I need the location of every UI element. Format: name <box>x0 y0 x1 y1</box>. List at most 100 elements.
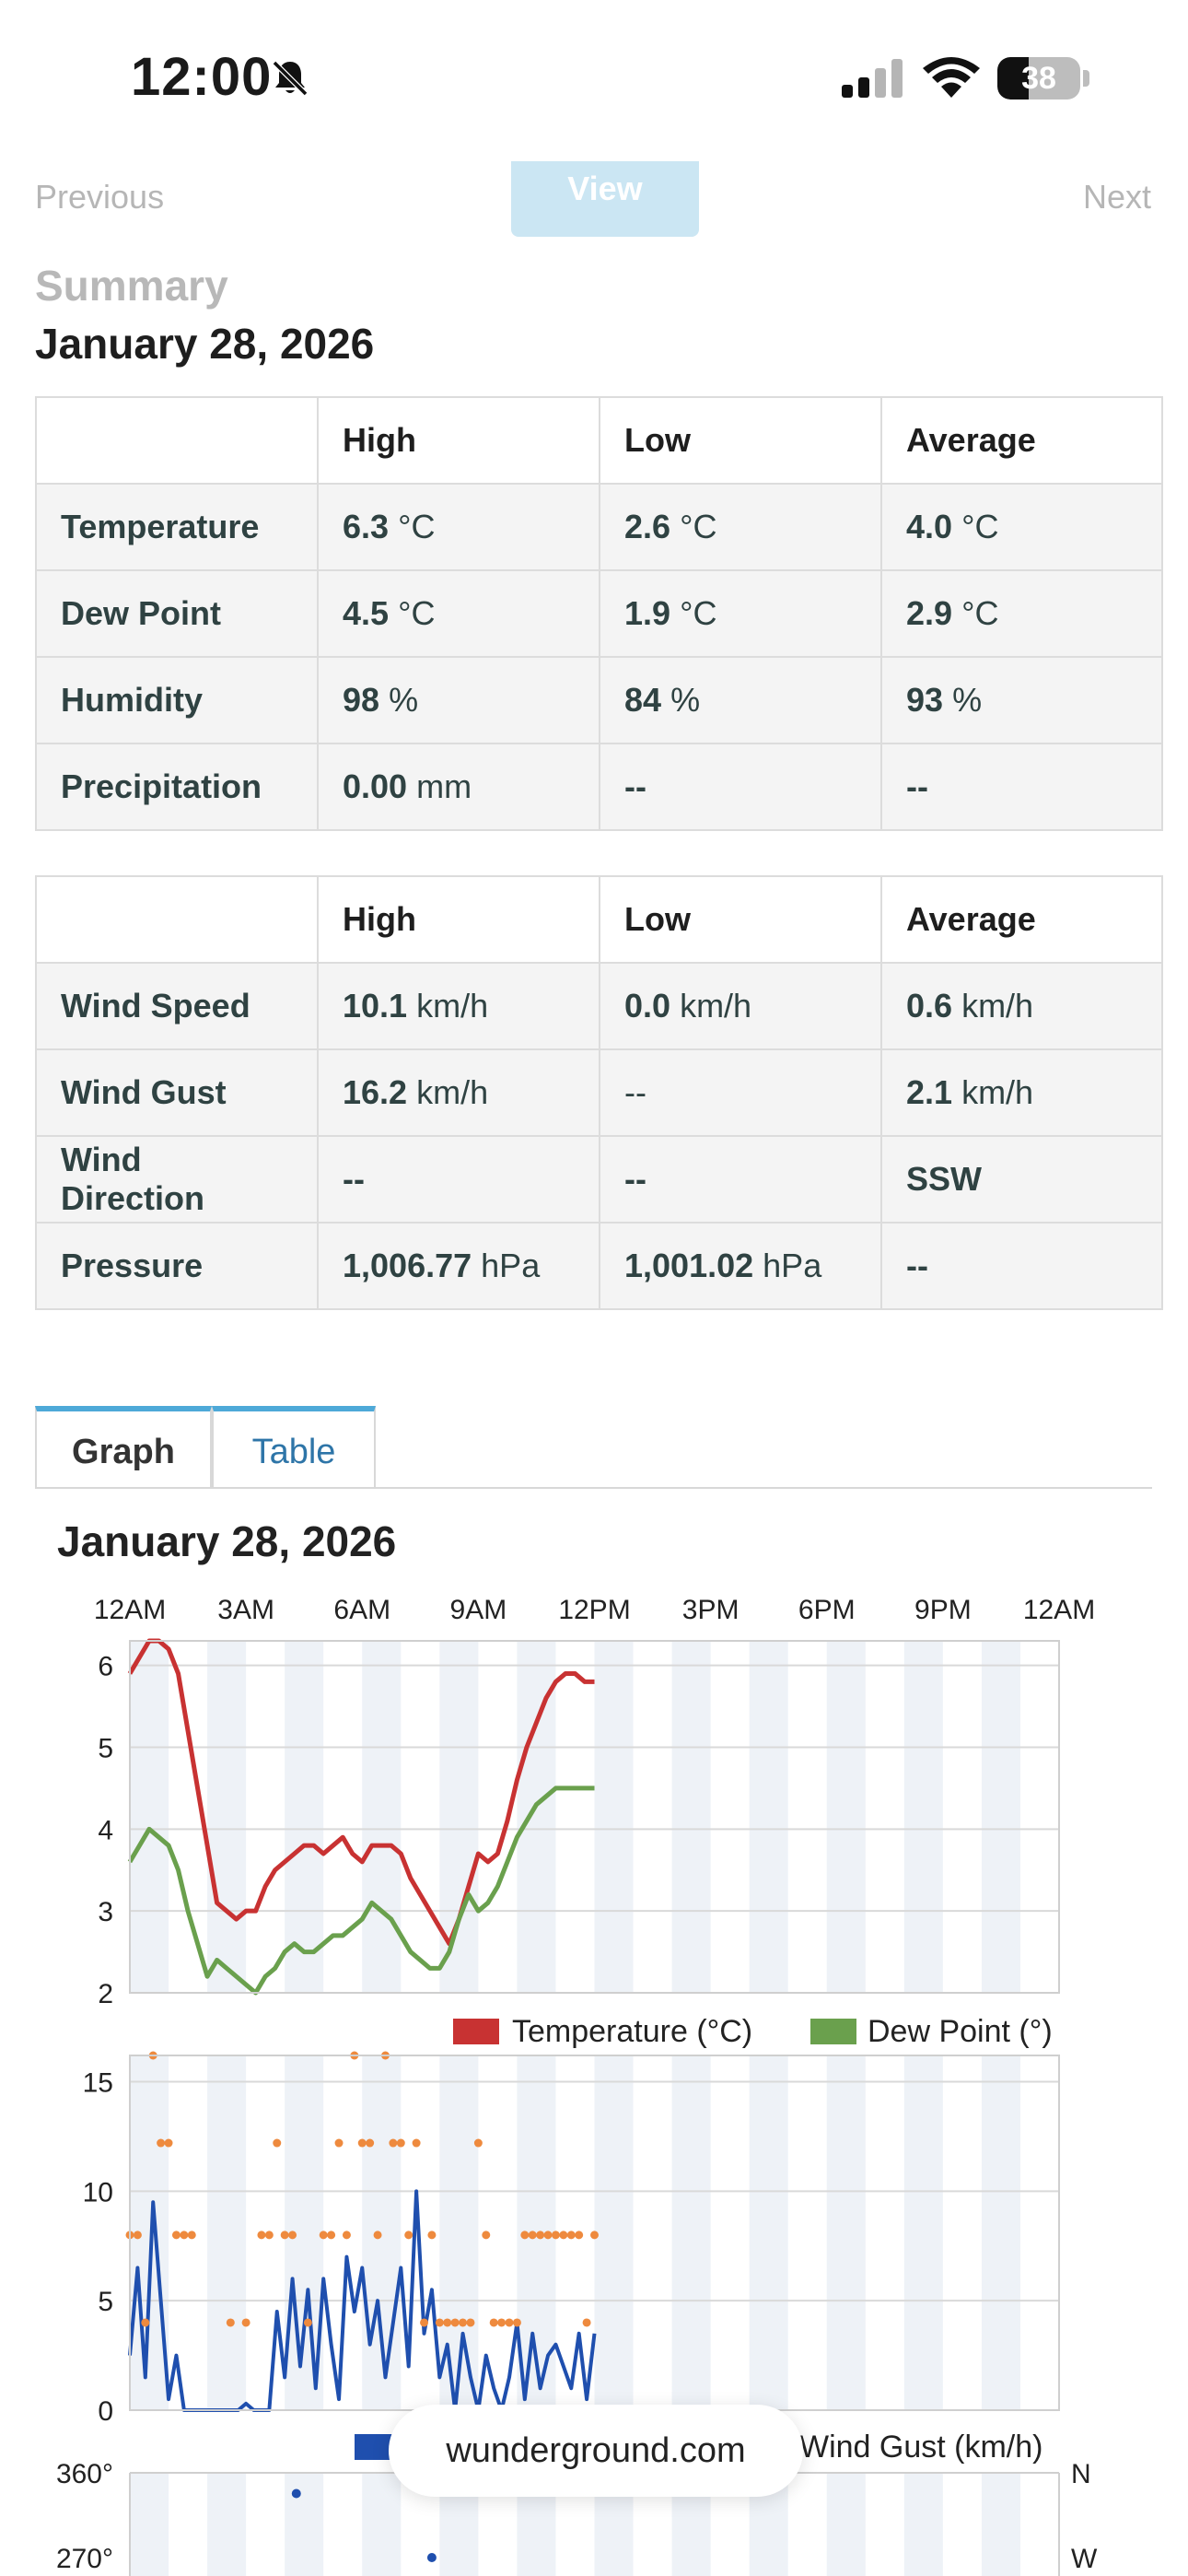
unit: °C <box>680 594 717 632</box>
wind-gust-point <box>520 2231 530 2240</box>
cell-high: 0.00 mm <box>317 743 600 831</box>
value: -- <box>624 767 646 805</box>
unit: hPa <box>763 1247 822 1284</box>
wind-gust-point <box>590 2231 599 2240</box>
value: 93 <box>906 681 944 719</box>
row-label: Dew Point <box>35 569 319 658</box>
wind-gust-point <box>396 2138 405 2148</box>
plot-band <box>826 2055 866 2410</box>
previous-link[interactable]: Previous <box>35 178 165 216</box>
plot-band <box>285 2473 324 2576</box>
unit: km/h <box>680 987 752 1025</box>
cell-high: -- <box>317 1135 600 1224</box>
section-title: Summary <box>35 262 228 310</box>
row-label: Precipitation <box>35 743 319 831</box>
wind-gust-point <box>435 2318 444 2327</box>
wind-gust-point <box>164 2138 173 2148</box>
unit: °C <box>398 508 436 545</box>
tabs-divider <box>35 1487 1152 1489</box>
wind-gust-point <box>226 2318 235 2327</box>
y-tick-label: 4 <box>98 1815 113 1845</box>
wind-gust-point <box>566 2231 576 2240</box>
value: 10.1 <box>343 987 408 1025</box>
x-tick-label: 12PM <box>558 1595 630 1625</box>
value: SSW <box>906 1160 983 1198</box>
wind-gust-point <box>389 2138 398 2148</box>
table-header-average: Average <box>880 396 1163 485</box>
tab-table[interactable]: Table <box>212 1406 376 1487</box>
plot-band <box>826 2473 866 2576</box>
wind-gust-point <box>180 2231 189 2240</box>
value: -- <box>624 1073 646 1111</box>
plot-band <box>671 2055 711 2410</box>
wind-gust-point <box>303 2318 312 2327</box>
row-label: Temperature <box>35 483 319 571</box>
value: 1,001.02 <box>624 1247 754 1284</box>
wind-gust-point <box>280 2231 289 2240</box>
value: 4.5 <box>343 594 390 632</box>
plot-band <box>362 2473 402 2576</box>
wind-gust-point <box>489 2318 498 2327</box>
wind-gust-point <box>512 2318 521 2327</box>
battery-fill <box>997 57 1030 100</box>
unit: °C <box>961 508 999 545</box>
plot-band <box>981 2055 1020 2410</box>
legend-label-dew-point: Dew Point (°) <box>868 2014 1053 2049</box>
table-header-high: High <box>317 396 600 485</box>
dew-point-line <box>127 1786 595 1996</box>
x-tick-label: 6PM <box>798 1595 856 1625</box>
y-tick-label: 0 <box>98 2396 113 2427</box>
cellular-signal-icon <box>842 59 903 98</box>
cell-low: -- <box>599 743 882 831</box>
x-tick-label: 9AM <box>450 1595 507 1625</box>
battery-icon: 38 <box>997 57 1080 100</box>
cell-average: 93 % <box>880 656 1163 744</box>
cell-average: 4.0 °C <box>880 483 1163 571</box>
plot-band <box>826 1641 866 1993</box>
x-tick-label: 12AM <box>94 1595 166 1625</box>
plot-band <box>981 1641 1020 1993</box>
value: 0.00 <box>343 767 408 805</box>
plot-band <box>903 2473 943 2576</box>
wind-gust-point <box>427 2231 437 2240</box>
wind-gust-point <box>497 2318 507 2327</box>
wind-gust-point <box>482 2231 491 2240</box>
unit: mm <box>416 767 472 805</box>
x-tick-label: 3PM <box>682 1595 740 1625</box>
status-time: 12:00 <box>131 47 273 107</box>
plot-band <box>207 2055 247 2410</box>
temperature-line <box>127 1638 595 1947</box>
wind-gust-point <box>473 2138 483 2148</box>
wind-gust-point <box>133 2231 142 2240</box>
wind-gust-point <box>273 2138 282 2148</box>
tab-graph[interactable]: Graph <box>35 1406 212 1487</box>
y-tick-label: 5 <box>98 1733 113 1763</box>
cell-average: -- <box>880 1222 1163 1310</box>
next-link[interactable]: Next <box>1082 178 1151 216</box>
y-tick-label: 5 <box>98 2287 113 2317</box>
value: 2.1 <box>906 1073 953 1111</box>
table-header-row: High Low Average <box>35 875 1163 964</box>
view-button[interactable]: View <box>511 161 699 237</box>
plot-band <box>130 2473 169 2576</box>
wind-gust-point <box>543 2231 553 2240</box>
graph-title: January 28, 2026 <box>57 1517 397 1565</box>
unit: % <box>670 681 701 719</box>
wind-gust-point <box>443 2318 452 2327</box>
wind-gust-point <box>319 2231 328 2240</box>
table-row: Humidity 98 % 84 % 93 % <box>35 656 1163 744</box>
wind-gust-point <box>528 2231 537 2240</box>
cell-low: 0.0 km/h <box>599 962 882 1050</box>
plot-band <box>749 2055 788 2410</box>
table-row: Pressure 1,006.77 hPa 1,001.02 hPa -- <box>35 1222 1163 1310</box>
wind-gust-point <box>288 2231 297 2240</box>
plot-band <box>517 1641 556 1993</box>
wind-gust-point <box>559 2231 568 2240</box>
row-label: Wind Speed <box>35 962 319 1050</box>
y-tick-label-right: W <box>1071 2544 1098 2574</box>
value: -- <box>906 1247 928 1284</box>
site-address-bar[interactable]: wunderground.com <box>389 2405 803 2497</box>
table-row: Precipitation 0.00 mm -- -- <box>35 743 1163 831</box>
cell-low: 1.9 °C <box>599 569 882 658</box>
wind-direction-point <box>426 2553 437 2562</box>
